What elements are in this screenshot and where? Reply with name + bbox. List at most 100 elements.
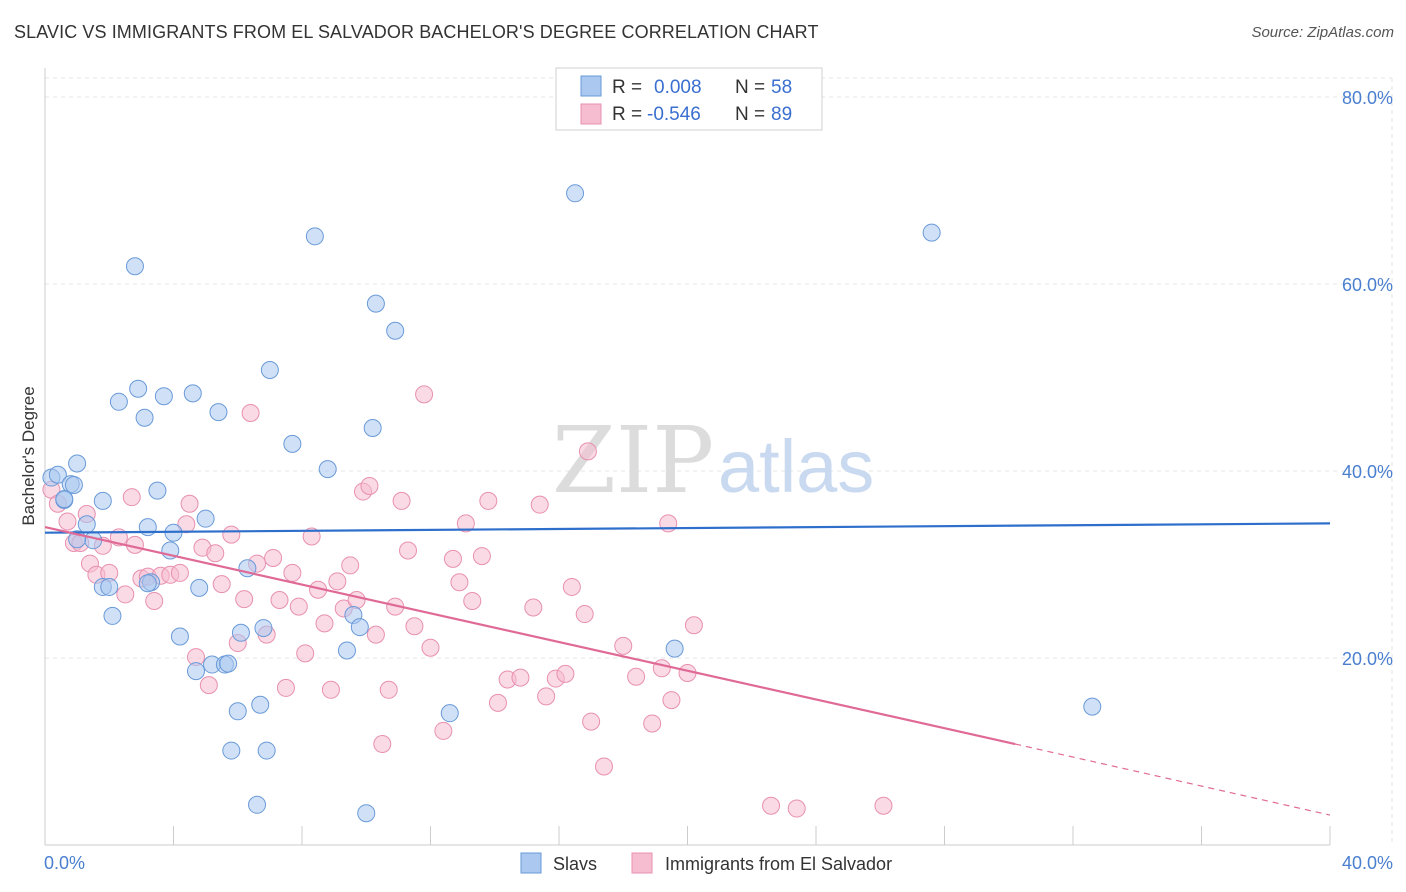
point-el-salvador [443, 549, 462, 568]
point-slavs [386, 321, 405, 340]
legend-swatch-slavs [580, 75, 602, 97]
point-slavs [68, 454, 87, 473]
point-el-salvador [170, 563, 189, 582]
point-slavs [48, 465, 67, 484]
point-slavs [186, 662, 205, 681]
point-slavs [305, 227, 324, 246]
point-el-salvador [373, 735, 392, 754]
point-slavs [190, 578, 209, 597]
point-el-salvador [556, 664, 575, 683]
point-slavs [337, 641, 356, 660]
bottom-legend-swatch-el-salvador [631, 852, 653, 874]
y-tick-label-60: 60.0% [1342, 275, 1393, 295]
point-el-salvador [177, 515, 196, 534]
point-el-salvador [289, 597, 308, 616]
bottom-legend-swatch-slavs [520, 852, 542, 874]
point-el-salvador [264, 548, 283, 567]
y-tick-label-80: 80.0% [1342, 88, 1393, 108]
legend-r-value-slavs: 0.008 [654, 77, 702, 98]
point-el-salvador [302, 527, 321, 546]
point-el-salvador [276, 678, 295, 697]
point-slavs [1083, 697, 1102, 716]
point-slavs [257, 741, 276, 760]
point-el-salvador [578, 442, 597, 461]
point-el-salvador [122, 488, 141, 507]
point-el-salvador [614, 636, 633, 655]
point-el-salvador [594, 757, 613, 776]
point-el-salvador [347, 591, 366, 610]
point-slavs [228, 702, 247, 721]
point-slavs [196, 509, 215, 528]
y-axis-label: Bachelor's Degree [19, 386, 38, 525]
legend-n-label-el-salvador: N = [735, 104, 765, 125]
point-el-salvador [212, 575, 231, 594]
point-slavs [135, 408, 154, 427]
point-slavs [138, 574, 157, 593]
point-el-salvador [787, 799, 806, 818]
point-slavs [248, 795, 267, 814]
point-el-salvador [684, 616, 703, 635]
bottom-legend: Slavs Immigrants from El Salvador [520, 852, 892, 874]
trend-line-el-salvador [44, 526, 1016, 746]
point-slavs [318, 460, 337, 479]
point-slavs [170, 627, 189, 646]
x-tick-label-min: 0.0% [44, 853, 85, 873]
point-el-salvador [399, 541, 418, 560]
y-tick-label-20: 20.0% [1342, 649, 1393, 669]
point-el-salvador [627, 667, 646, 686]
point-el-salvador [321, 680, 340, 699]
bottom-legend-label-el-salvador: Immigrants from El Salvador [665, 854, 892, 874]
point-el-salvador [366, 625, 385, 644]
source-credit: Source: ZipAtlas.com [1251, 24, 1394, 41]
legend-r-label-slavs: R = [612, 77, 642, 98]
legend-swatch-el-salvador [580, 103, 602, 125]
point-el-salvador [421, 638, 440, 657]
watermark-atlas: atlas [718, 425, 874, 508]
legend-r-label-el-salvador: R = [612, 104, 642, 125]
legend-r-value-el-salvador: -0.546 [647, 104, 701, 125]
point-el-salvador [479, 491, 498, 510]
tick-labels: 20.0% 40.0% 60.0% 80.0% 0.0% 40.0% [44, 88, 1393, 873]
point-el-salvador [341, 556, 360, 575]
watermark-zip: ZIP [552, 407, 714, 514]
point-slavs [55, 490, 74, 509]
point-el-salvador [379, 680, 398, 699]
point-slavs [77, 515, 96, 534]
point-slavs [566, 184, 585, 203]
point-slavs [103, 606, 122, 625]
point-slavs [366, 294, 385, 313]
point-el-salvador [643, 714, 662, 733]
point-el-salvador [283, 563, 302, 582]
point-el-salvador [456, 514, 475, 533]
point-el-salvador [58, 512, 77, 531]
point-el-salvador [392, 491, 411, 510]
point-slavs [183, 384, 202, 403]
series-slavs-points [42, 184, 1102, 823]
point-slavs [148, 481, 167, 500]
trend-line-slavs [44, 522, 1331, 534]
point-slavs [440, 704, 459, 723]
point-el-salvador [360, 476, 379, 495]
point-slavs [260, 361, 279, 380]
point-el-salvador [511, 668, 530, 687]
point-el-salvador [405, 617, 424, 636]
series-el-salvador-points [42, 385, 893, 818]
point-el-salvador [762, 796, 781, 815]
axes [44, 68, 1331, 846]
point-slavs [922, 223, 941, 242]
point-slavs [254, 619, 273, 638]
point-slavs [109, 392, 128, 411]
y-tick-label-40: 40.0% [1342, 462, 1393, 482]
point-el-salvador [296, 644, 315, 663]
point-el-salvador [241, 404, 260, 423]
bottom-legend-label-slavs: Slavs [553, 854, 597, 874]
point-slavs [209, 403, 228, 422]
point-slavs [125, 257, 144, 276]
point-el-salvador [537, 687, 556, 706]
point-slavs [93, 491, 112, 510]
watermark: ZIP atlas [552, 407, 874, 514]
point-el-salvador [662, 691, 681, 710]
point-el-salvador [328, 572, 347, 591]
trend-line-el-salvador-extrapolated [1015, 743, 1331, 816]
